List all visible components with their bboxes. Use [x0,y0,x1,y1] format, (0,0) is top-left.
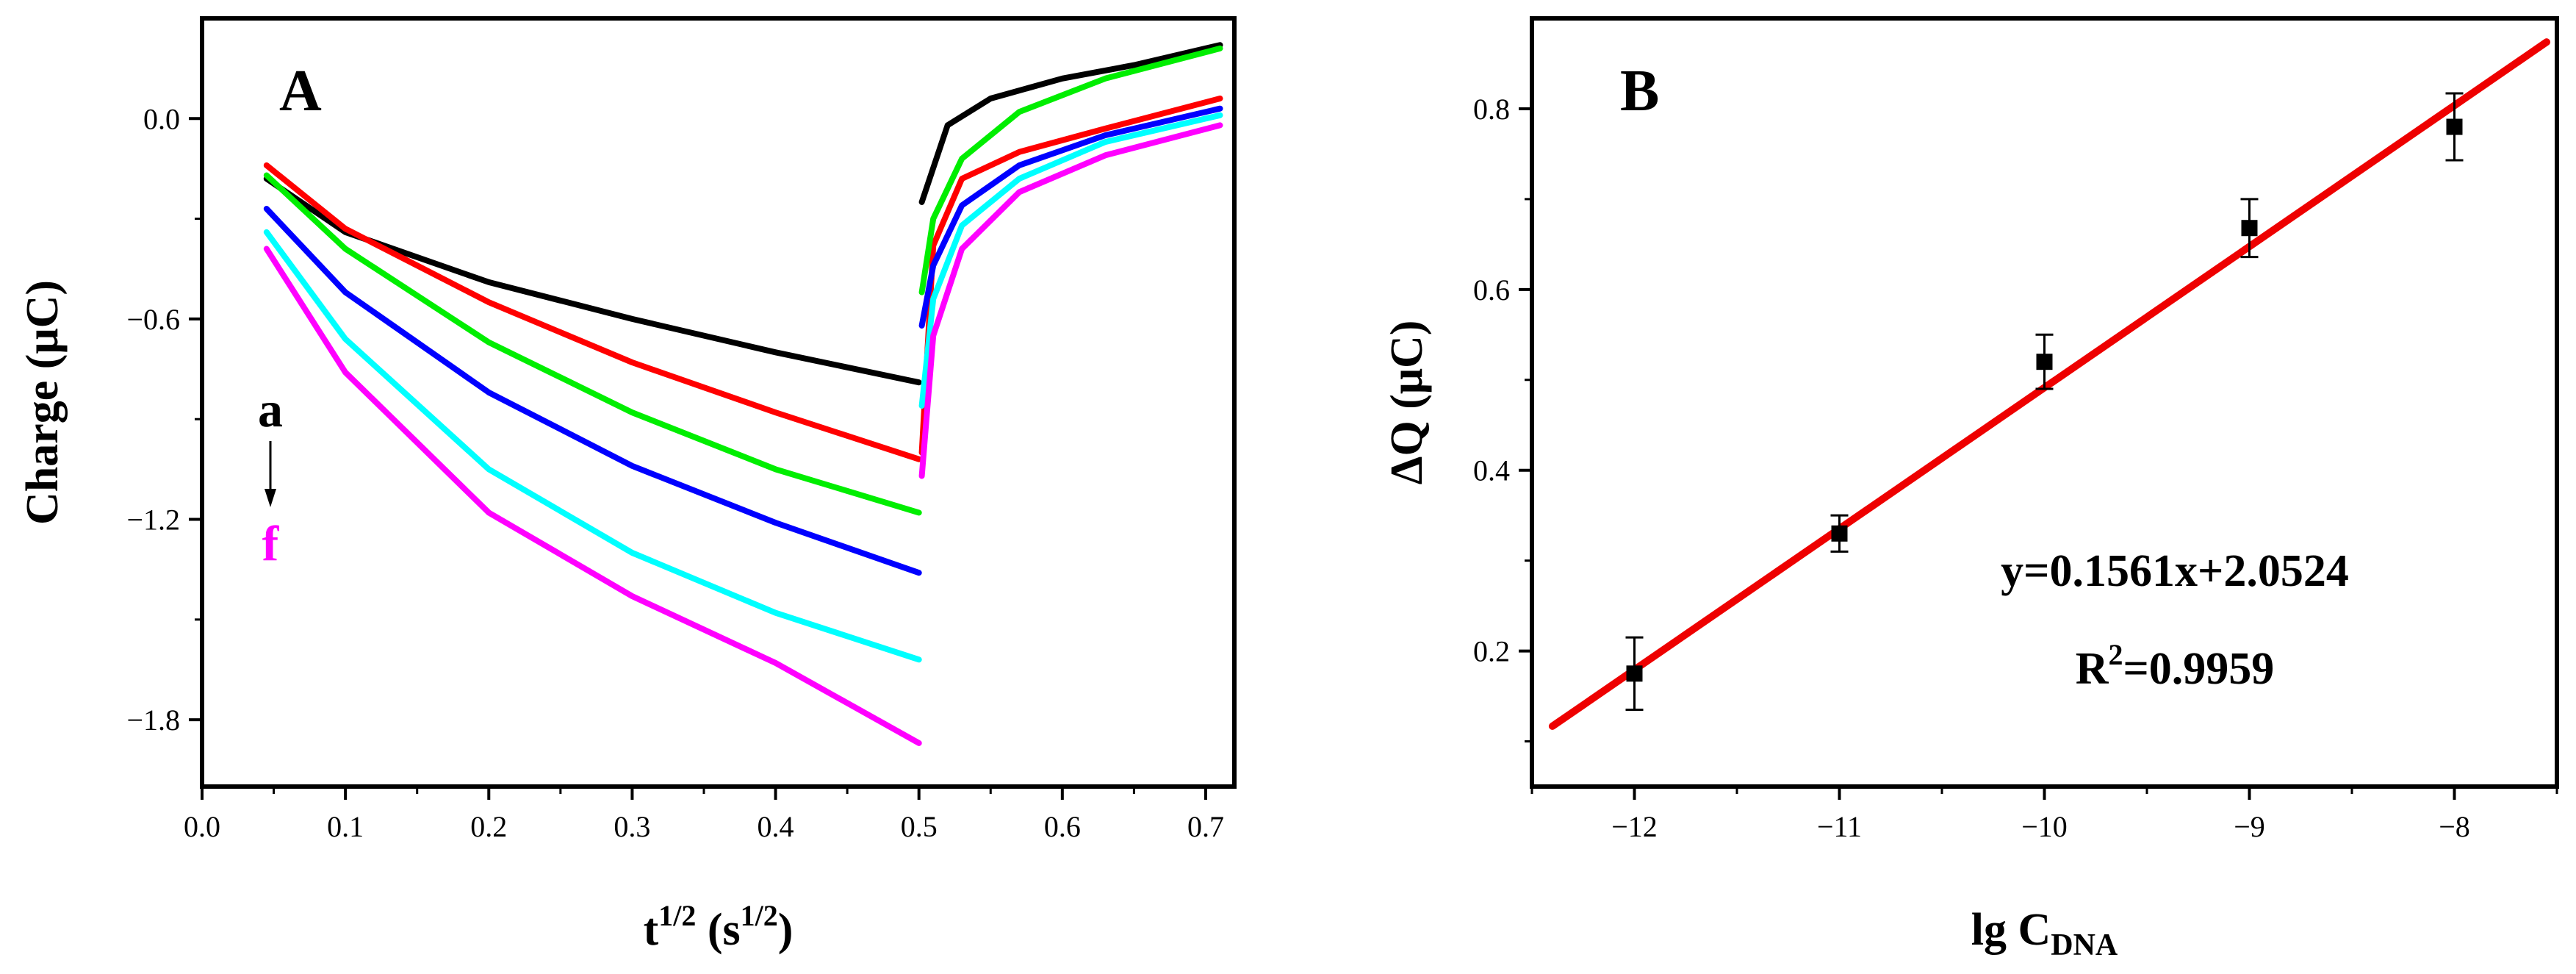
annotation-start: a [258,382,283,437]
x-axis-label: t1/2 (s1/2) [644,899,794,955]
y-tick-label: 0.6 [1473,273,1510,307]
x-tick-label: 0.1 [327,810,364,843]
series-f-forward [263,246,922,746]
series-a-forward [263,176,922,386]
x-tick-label: 0.0 [184,810,220,843]
data-point [1626,665,1643,682]
data-point [1831,525,1848,542]
fit-r-squared: R2=0.9959 [2076,638,2275,694]
data-point [2036,354,2053,370]
series-c-reverse [918,45,1223,296]
x-tick-label: 0.2 [470,810,507,843]
x-tick-label: −8 [2439,810,2470,843]
series-c-forward [263,172,922,516]
panel-b-chart: −12 −11 −10 −9 −8 0.2 0.4 0.6 0.8 By=0.1561x+2.05… [1382,16,2559,962]
y-tick-label: 0.0 [143,102,180,135]
panel-a-chart: 0.0 0.1 0.2 0.3 0.4 0.5 0.6 0.7 0.0 −0.6 −1.2 −1.8 A… [18,16,1237,955]
y-tick-label: 0.4 [1473,454,1510,487]
series-d-reverse [918,105,1223,329]
series-e-reverse [918,112,1223,409]
series-d-forward [263,206,922,576]
y-axis-label: Charge (μC) [18,280,68,525]
fit-equation: y=0.1561x+2.0524 [2001,546,2349,596]
panel-label: B [1620,59,1659,123]
x-tick-label: −12 [1611,810,1658,843]
y-tick-label: −0.6 [126,303,180,336]
y-tick-label: 0.8 [1473,93,1510,126]
y-tick-label: −1.8 [126,703,180,737]
series-a-reverse [918,42,1223,205]
panel-label: A [279,59,322,123]
x-tick-label: 0.4 [758,810,794,843]
fit-line [1548,38,2551,730]
data-point [2241,220,2258,237]
annotation-end: f [262,515,280,571]
x-tick-label: 0.6 [1044,810,1081,843]
annotation-arrow-head [265,489,276,507]
y-axis-label: ΔQ (μC) [1382,321,1432,485]
x-tick-label: 0.3 [614,810,650,843]
x-axis-label: lg CDNA [1971,905,2118,962]
series-b-forward [263,162,922,462]
y-tick-label: −1.2 [126,504,180,537]
y-tick-label: 0.2 [1473,635,1510,668]
x-tick-label: −10 [2021,810,2068,843]
x-tick-label: 0.7 [1187,810,1224,843]
series-f-reverse [918,122,1223,479]
series-e-forward [263,229,922,663]
panel-b-frame [1530,16,2559,789]
panel-a-frame [200,16,1237,789]
x-tick-label: −9 [2234,810,2265,843]
x-tick-label: −11 [1817,810,1862,843]
x-tick-label: 0.5 [901,810,938,843]
data-point [2446,118,2463,135]
